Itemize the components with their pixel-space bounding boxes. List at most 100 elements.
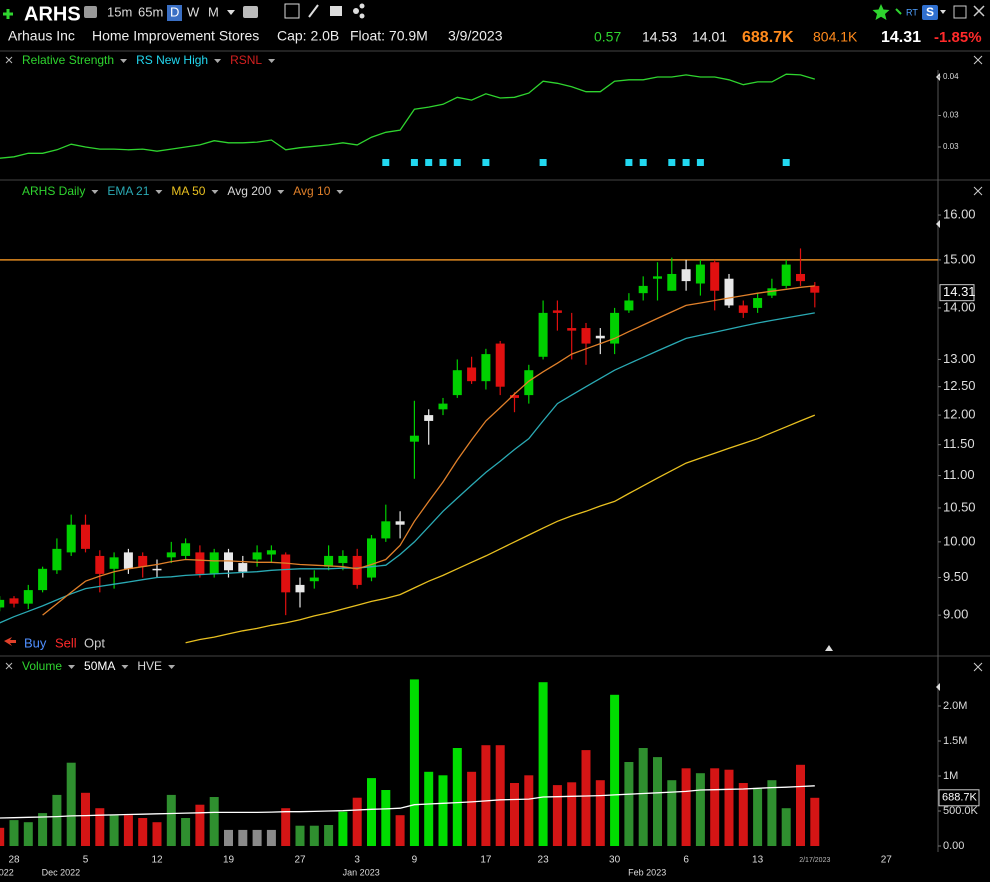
volume-bar: [352, 797, 362, 847]
interval[interactable]: 15m: [107, 4, 132, 19]
candle-body: [552, 310, 562, 313]
x-tick-label: 3: [354, 855, 360, 866]
candle-body: [610, 312, 620, 344]
x-tick-label: 23: [538, 855, 550, 866]
interval-active: [167, 5, 182, 21]
legend-label[interactable]: Avg 10: [293, 184, 330, 198]
axis-handle[interactable]: [936, 220, 940, 228]
favorite-icon[interactable]: [872, 4, 890, 20]
y-tick-label: 11.50: [943, 436, 975, 451]
print-icon[interactable]: [84, 6, 97, 18]
draw-icon[interactable]: [308, 4, 319, 18]
y-tick-label: 11.00: [943, 467, 975, 482]
quote-volume: 688.7K: [742, 29, 794, 46]
badge-bg: [922, 5, 938, 20]
candle-body: [381, 521, 391, 539]
legend-label[interactable]: RS New High: [136, 53, 208, 67]
x-tick-label: 19: [223, 855, 235, 866]
line: [0, 785, 815, 819]
legend-label[interactable]: EMA 21: [107, 184, 149, 198]
buy-button[interactable]: Buy: [24, 635, 47, 650]
interval[interactable]: 65m: [138, 4, 163, 19]
symbol[interactable]: ARHS: [24, 3, 81, 25]
legend-label[interactable]: Relative Strength: [22, 53, 114, 67]
share-icon[interactable]: [353, 8, 359, 14]
legend-label[interactable]: 50MA: [84, 659, 115, 673]
window-icon[interactable]: [953, 5, 967, 19]
close-icon[interactable]: [973, 5, 985, 17]
candle-body: [681, 269, 691, 282]
volume-bar: [238, 829, 248, 847]
candle-body: [338, 555, 348, 564]
new-high-marker: [439, 159, 447, 166]
candle-body: [95, 555, 105, 574]
tool-icon[interactable]: [243, 6, 258, 18]
badge[interactable]: S: [926, 5, 934, 19]
volume-bar: [181, 818, 191, 847]
last-volume-label: 688.7K: [942, 792, 978, 804]
candle-body: [0, 599, 5, 608]
add-icon[interactable]: [3, 9, 13, 19]
legend-label[interactable]: ARHS Daily: [22, 184, 85, 198]
candle-body: [9, 598, 19, 604]
new-high-marker: [625, 159, 633, 166]
company-name: Arhaus Inc: [8, 28, 75, 44]
grid-icon[interactable]: [284, 3, 300, 19]
candle-body: [195, 552, 205, 574]
close-panel[interactable]: [973, 55, 983, 65]
close-panel[interactable]: [5, 56, 13, 64]
axis-handle[interactable]: [936, 683, 940, 691]
y-tick-label: 12.00: [943, 407, 976, 422]
volume-bar: [224, 829, 233, 847]
close-panel[interactable]: [973, 662, 983, 672]
interval[interactable]: D: [170, 4, 179, 19]
volume-bar: [552, 785, 562, 847]
legend-label[interactable]: HVE: [137, 659, 162, 673]
info-row: Arhaus Inc Home Improvement Stores Cap: …: [8, 28, 982, 47]
x-tick-label: 28: [8, 855, 20, 866]
candle-body: [481, 354, 491, 382]
x-tick-label: 12: [151, 855, 163, 866]
legend-label[interactable]: Avg 200: [227, 184, 271, 198]
volume-bar: [495, 745, 505, 847]
sell-button[interactable]: Sell: [55, 635, 77, 650]
candle-body: [796, 273, 805, 282]
close-panel[interactable]: [5, 662, 13, 670]
alert-icon[interactable]: [895, 8, 902, 15]
legend-menu: [155, 190, 163, 194]
legend-menu: [277, 190, 285, 194]
new-high-marker: [482, 159, 490, 166]
layout-icon[interactable]: [330, 6, 342, 16]
y-tick-label: 10.50: [943, 499, 976, 514]
badge[interactable]: RT: [906, 7, 918, 17]
interval-menu[interactable]: [227, 10, 235, 15]
volume-bar: [467, 771, 477, 847]
close-panel[interactable]: [973, 186, 983, 196]
interval[interactable]: M: [208, 4, 219, 19]
candle-body: [109, 557, 119, 569]
volume-bar: [381, 790, 391, 847]
legend-label[interactable]: RSNL: [230, 53, 262, 67]
legend-label[interactable]: Volume: [22, 659, 62, 673]
line: [42, 285, 815, 616]
month-label: Feb 2023: [628, 867, 666, 877]
x-tick-label: 9: [412, 855, 418, 866]
volume-bar: [66, 762, 76, 847]
volume-bar: [23, 822, 33, 847]
legend-label[interactable]: MA 50: [171, 184, 205, 198]
x-tick-label: 27: [881, 855, 893, 866]
interval[interactable]: W: [187, 4, 200, 19]
candle-body: [510, 395, 519, 398]
volume-bar: [9, 820, 19, 847]
y-tick-label: 14.00: [943, 299, 976, 314]
legend-menu: [336, 190, 344, 194]
y-tick-label: 12.50: [943, 378, 976, 393]
y-tick-label: 2.0M: [943, 700, 967, 712]
share-icon: [359, 3, 365, 9]
badge-menu[interactable]: [940, 10, 946, 14]
y-tick-label: 1.5M: [943, 735, 967, 747]
scroll-handle[interactable]: [825, 645, 833, 651]
candle-body: [495, 343, 505, 387]
volume-bar: [567, 782, 577, 847]
options-button[interactable]: Opt: [84, 635, 105, 650]
